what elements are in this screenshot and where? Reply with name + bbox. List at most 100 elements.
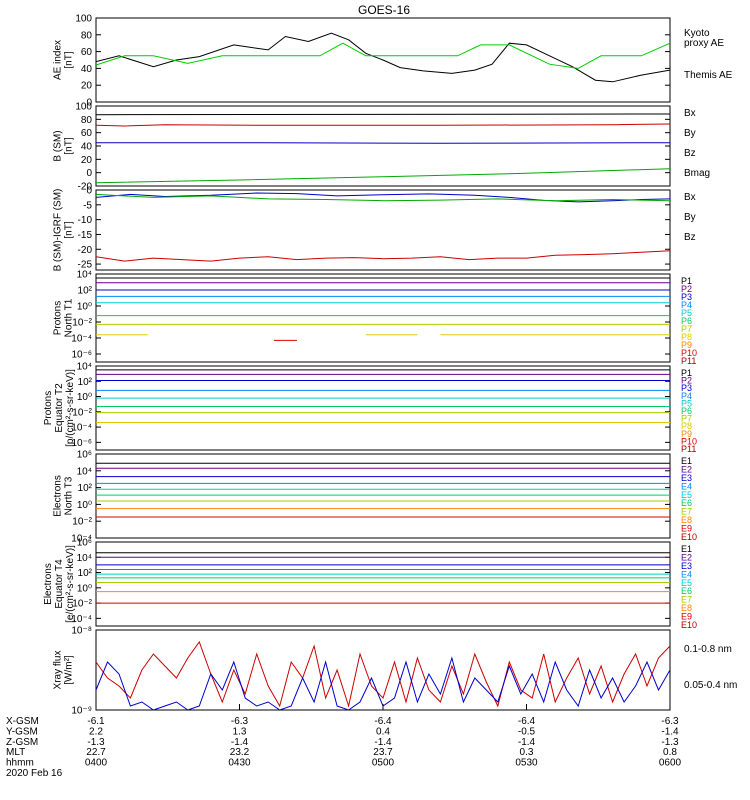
legend-entry: E2	[681, 552, 692, 562]
y-tick-label: 60	[81, 47, 93, 58]
legend-entry: E7	[681, 595, 692, 605]
y-tick-label: 10⁻²	[72, 517, 92, 528]
legend-entry: P11	[681, 444, 696, 454]
date-label: 2020 Feb 16	[6, 768, 63, 779]
legend-entry: P6	[681, 316, 692, 326]
legend-entry: E5	[681, 490, 692, 500]
x-axis-value: 0.3	[520, 747, 534, 758]
series-bx	[96, 142, 670, 144]
x-axis-value: -6.3	[661, 716, 679, 727]
legend-entry: P3	[681, 383, 692, 393]
legend-entry: E3	[681, 561, 692, 571]
legend-entry: P8	[681, 421, 692, 431]
series-group	[96, 640, 670, 710]
x-axis-value: -6.4	[374, 716, 392, 727]
y-tick-label: 10⁻²	[72, 599, 92, 610]
x-axis-value: -6.3	[231, 716, 249, 727]
legend-entry: P10	[681, 436, 697, 446]
y-axis-label: B (SM)-IGRF (SM)	[53, 189, 64, 272]
y-tick-label: 10⁻⁴	[71, 423, 92, 434]
series-0-05-0-4-nm	[96, 656, 670, 710]
y-tick-label: 0	[86, 168, 92, 179]
panel-frame	[95, 453, 671, 539]
y-tick-label: 10⁰	[77, 392, 92, 403]
legend-entry: Bmag	[684, 168, 710, 179]
series-bmag	[96, 113, 670, 116]
y-tick-label: 10⁴	[77, 466, 92, 477]
series-group	[96, 552, 670, 604]
y-tick-label: 10⁻²	[72, 318, 92, 329]
legend-entry: P2	[681, 376, 692, 386]
y-axis-label: Electrons	[43, 563, 54, 605]
x-axis-value: -1.4	[374, 737, 392, 748]
panel-frame	[95, 105, 671, 187]
panel-pt2: 10⁴ 10² 10⁰ 10⁻² 10⁻⁴ 10⁻⁶ Protons Equator T2 [p…	[43, 362, 697, 455]
legend-entry: P2	[681, 284, 692, 294]
y-tick-label: 60	[81, 128, 93, 139]
legend-entry: P10	[681, 348, 697, 358]
panel-frame	[95, 189, 671, 271]
legend-entry: Bz	[684, 232, 696, 243]
legend-entry: E4	[681, 481, 692, 491]
legend-entry: By	[684, 128, 696, 139]
x-row-label: X-GSM	[6, 716, 39, 727]
legend-entry: Bz	[684, 148, 696, 159]
x-axis-value: 23.2	[230, 747, 250, 758]
x-axis-table: X-GSMY-GSMZ-GSMMLThhmm-6.12.2-1.322.7040…	[6, 704, 682, 769]
y-axis-label: [e/(cm²-s-sr-keV)]	[65, 545, 76, 623]
legend-entry: Bx	[684, 108, 696, 119]
y-tick-label: 10⁻⁶	[71, 438, 92, 449]
y-axis-label: [nT]	[64, 51, 75, 68]
legend-entry: proxy AE	[684, 38, 724, 49]
legend-entry: P6	[681, 406, 692, 416]
y-tick-label: 10²	[78, 568, 93, 579]
legend-entry: P9	[681, 340, 692, 350]
legend-entry: P7	[681, 414, 692, 424]
x-axis-value: 0.8	[663, 747, 677, 758]
legend-entry: 0.1-0.8 nm	[684, 644, 732, 655]
y-tick-label: 10⁻⁶	[71, 350, 92, 361]
series-by	[96, 193, 670, 202]
y-tick-label: 10⁴	[77, 362, 92, 373]
legend-entry: E10	[681, 620, 697, 630]
legend-entry: E10	[681, 532, 697, 542]
x-row-label: hhmm	[6, 758, 34, 769]
legend-entry: P9	[681, 429, 692, 439]
y-axis-label: Xray flux	[53, 651, 64, 690]
x-row-label: MLT	[6, 747, 25, 758]
legend-entry: E3	[681, 473, 692, 483]
legend-entry: P5	[681, 398, 692, 408]
legend-entry: E8	[681, 515, 692, 525]
legend-entry: E9	[681, 612, 692, 622]
y-tick-label: 10⁻⁴	[71, 334, 92, 345]
y-tick-label: 10⁶	[77, 538, 92, 549]
y-tick-label: 10²	[78, 483, 93, 494]
y-tick-label: 10⁶	[77, 450, 92, 461]
series-group	[96, 192, 670, 262]
legend-entry: E4	[681, 569, 692, 579]
y-axis-label: [p/(cm²-s-sr-keV)]	[65, 369, 76, 447]
y-tick-label: 10⁻⁴	[71, 534, 92, 545]
series-group	[96, 277, 670, 341]
legend-entry: P4	[681, 391, 692, 401]
x-row-label: Z-GSM	[6, 737, 38, 748]
x-axis-value: -1.3	[87, 737, 105, 748]
legend-entry: E1	[681, 544, 692, 554]
legend-entry: E1	[681, 456, 692, 466]
y-tick-label: 20	[81, 81, 93, 92]
x-axis-value: -0.5	[518, 726, 536, 737]
y-tick-label: 10⁴	[77, 270, 92, 281]
y-axis-label: [W/m²]	[64, 655, 75, 685]
panel-frame	[95, 365, 671, 451]
x-axis-value: -6.4	[518, 716, 536, 727]
panel-bsm: 100 80 60 40 20 0 -20 B (SM) [nT] Bx By Bz Bmag	[53, 102, 711, 193]
panel-et4: 10⁶ 10⁴ 10² 10⁰ 10⁻² 10⁻⁴ Electrons Equator T4[…	[43, 538, 697, 631]
y-tick-label: -10	[78, 215, 93, 226]
legend-entry: E9	[681, 524, 692, 534]
legend-entry: 0.05-0.4 nm	[684, 680, 737, 691]
legend-entry: Bx	[684, 192, 696, 203]
y-tick-label: 10⁻⁸	[71, 626, 92, 637]
